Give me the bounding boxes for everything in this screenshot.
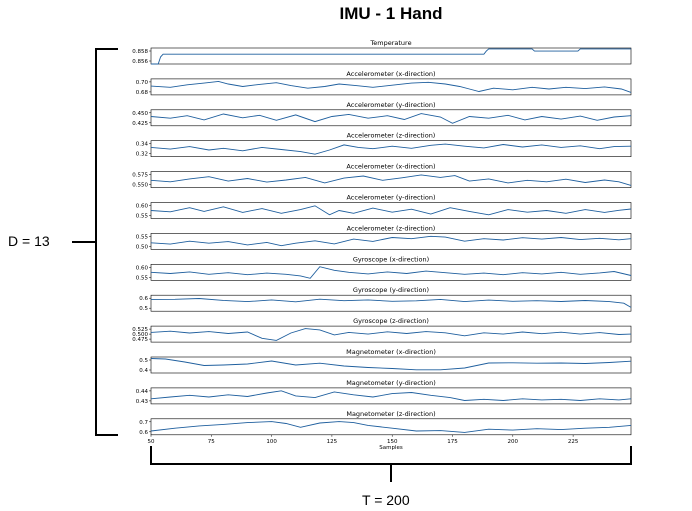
- y-tick-label: 0.5: [139, 306, 148, 312]
- panel-frame: [150, 109, 632, 127]
- x-tick-label: 175: [447, 439, 458, 445]
- panel-title: Magnetometer (z-direction): [346, 410, 435, 418]
- series-line: [150, 358, 632, 371]
- series-line: [150, 80, 632, 93]
- series-line: [150, 390, 632, 401]
- panel-frame: [150, 233, 632, 250]
- panel-frame: [150, 202, 632, 219]
- y-tick-label: 0.425: [132, 121, 148, 127]
- panel-frame: [150, 418, 632, 436]
- y-tick-label: 0.32: [136, 152, 148, 158]
- series-line: [151, 48, 631, 65]
- series-line: [150, 266, 632, 279]
- y-tick-label: 0.525: [132, 327, 148, 333]
- series-line: [150, 113, 632, 124]
- y-tick-label: 0.34: [136, 142, 149, 148]
- x-tick-label: 200: [508, 439, 519, 445]
- time-label: T = 200: [362, 492, 410, 508]
- panel-10: Magnetometer (x-direction) 0.5 0.4: [139, 348, 632, 374]
- y-tick-label: 0.450: [132, 111, 148, 117]
- x-axis-label: Samples: [379, 445, 403, 451]
- y-tick-label: 0.475: [132, 337, 148, 343]
- panel-12: Magnetometer (z-direction) 0.7 0.6: [139, 410, 632, 436]
- panel-frame: [150, 356, 632, 374]
- panel-3: Accelerometer (z-direction) 0.34 0.32: [136, 132, 632, 158]
- dimension-bracket: [72, 48, 118, 436]
- panel-frame: [150, 294, 632, 312]
- y-tick-label: 0.550: [132, 183, 148, 189]
- y-tick-label: 0.55: [136, 275, 149, 281]
- panel-7: Gyroscope (x-direction) 0.60 0.55: [136, 255, 632, 281]
- y-tick-label: 0.50: [136, 244, 149, 250]
- panel-4: Accelerometer (x-direction) 0.575 0.550: [132, 163, 632, 189]
- panel-11: Magnetometer (y-direction) 0.44 0.43: [136, 379, 632, 405]
- panel-frame: [150, 171, 632, 188]
- panel-title: Gyroscope (y-direction): [353, 286, 429, 294]
- series-line: [150, 421, 632, 433]
- y-tick-label: 0.55: [136, 234, 149, 240]
- panel-6: Accelerometer (z-direction) 0.55 0.50: [136, 224, 632, 250]
- series-line: [150, 174, 632, 186]
- panel-title: Accelerometer (y-direction): [346, 101, 435, 109]
- series-line: [150, 205, 632, 216]
- x-tick-label: 50: [148, 439, 155, 445]
- y-tick-label: 0.575: [132, 173, 148, 179]
- y-tick-label: 0.43: [136, 399, 149, 405]
- panel-frame: [150, 325, 632, 343]
- panels: Temperature 0.858 0.856 Accelerometer (x-di…: [132, 39, 632, 436]
- y-tick-label: 0.6: [139, 296, 148, 302]
- y-tick-label: 0.68: [136, 90, 149, 96]
- panel-title: Temperature: [369, 39, 411, 47]
- y-tick-label: 0.4: [139, 368, 148, 374]
- panel-title: Magnetometer (y-direction): [346, 379, 436, 387]
- x-tick-label: 150: [387, 439, 398, 445]
- panel-title: Gyroscope (z-direction): [353, 317, 429, 325]
- x-tick-label: 225: [568, 439, 579, 445]
- y-tick-label: 0.60: [136, 204, 149, 210]
- y-tick-label: 0.500: [132, 332, 148, 338]
- chart-title: IMU - 1 Hand: [339, 4, 443, 23]
- y-tick-label: 0.856: [132, 59, 148, 65]
- x-tick-label: 100: [266, 439, 277, 445]
- panel-frame: [150, 387, 632, 405]
- series-line: [150, 328, 632, 341]
- panel-2: Accelerometer (y-direction) 0.450 0.425: [132, 101, 632, 127]
- panel-title: Accelerometer (z-direction): [347, 224, 436, 232]
- series-line: [150, 298, 632, 308]
- x-tick-label: 75: [208, 439, 215, 445]
- y-tick-label: 0.70: [136, 80, 149, 86]
- dimension-label: D = 13: [8, 233, 50, 249]
- panel-1: Accelerometer (x-direction) 0.70 0.68: [136, 70, 632, 96]
- y-tick-label: 0.7: [139, 420, 148, 426]
- y-tick-label: 0.858: [132, 49, 148, 55]
- panel-title: Gyroscope (x-direction): [353, 255, 429, 263]
- panel-title: Accelerometer (x-direction): [346, 163, 435, 171]
- panel-title: Accelerometer (z-direction): [347, 132, 436, 140]
- panel-0: Temperature 0.858 0.856: [132, 39, 632, 65]
- y-tick-label: 0.55: [136, 214, 149, 220]
- panel-title: Magnetometer (x-direction): [346, 348, 436, 356]
- y-tick-label: 0.5: [139, 358, 148, 364]
- y-tick-label: 0.6: [139, 430, 148, 436]
- y-tick-label: 0.60: [136, 265, 149, 271]
- series-line: [150, 235, 632, 247]
- time-bracket: [150, 446, 632, 482]
- panel-5: Accelerometer (y-direction) 0.60 0.55: [136, 194, 632, 220]
- x-axis: 50 75 100 125 150 175 200 225 Samples: [148, 434, 579, 451]
- panel-8: Gyroscope (y-direction) 0.6 0.5: [139, 286, 632, 312]
- panel-frame: [150, 47, 632, 65]
- panel-title: Accelerometer (x-direction): [346, 70, 435, 78]
- y-tick-label: 0.44: [136, 389, 149, 395]
- series-line: [150, 143, 632, 155]
- panel-title: Accelerometer (y-direction): [346, 194, 435, 202]
- panel-frame: [150, 78, 632, 96]
- panel-frame: [150, 140, 632, 157]
- x-tick-label: 125: [327, 439, 338, 445]
